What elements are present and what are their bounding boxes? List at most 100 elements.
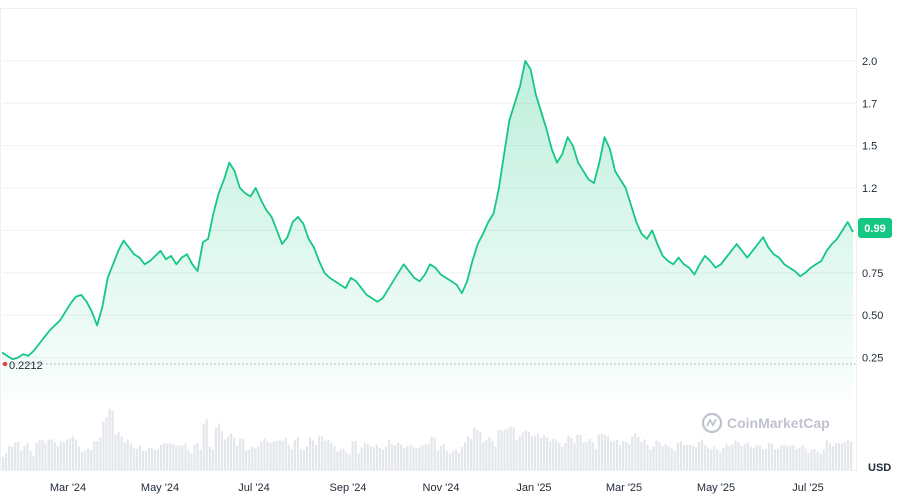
volume-bar: [8, 445, 11, 470]
volume-bar: [160, 445, 163, 470]
volume-bar: [488, 437, 491, 470]
volume-bar: [126, 439, 129, 470]
volume-bar: [305, 446, 309, 470]
volume-bar: [245, 450, 248, 470]
volume-bar: [767, 442, 771, 470]
volume-bar: [451, 451, 454, 470]
volume-bar: [588, 439, 591, 470]
volume-bar: [378, 448, 382, 470]
volume-bar: [163, 443, 166, 470]
volume-bar: [172, 444, 175, 470]
volume-bar: [406, 445, 409, 470]
x-tick-label: May '24: [141, 482, 179, 494]
volume-bar: [318, 436, 321, 470]
volume-bar: [154, 450, 157, 470]
volume-bar: [828, 442, 831, 470]
volume-bar: [123, 442, 126, 470]
volume-bar: [622, 440, 625, 470]
volume-bar: [324, 440, 327, 470]
volume-bar: [427, 444, 430, 470]
volume-bar: [761, 449, 764, 470]
volume-bar: [536, 433, 540, 470]
volume-bar: [29, 451, 32, 470]
volume-bar: [384, 446, 388, 470]
volume-bar: [460, 447, 464, 470]
volume-bar: [169, 443, 172, 470]
volume-bar: [494, 446, 497, 470]
volume-bar: [831, 446, 834, 470]
last-price-tag-text: 0.99: [864, 223, 885, 235]
volume-bar: [369, 446, 372, 470]
volume-bar: [500, 430, 503, 470]
volume-bar: [664, 443, 667, 470]
volume-bar: [822, 449, 825, 470]
volume-bar: [603, 434, 606, 470]
volume-bar: [834, 443, 837, 470]
volume-bar: [512, 427, 515, 470]
volume-bar: [99, 437, 102, 470]
volume-bar: [290, 449, 293, 470]
volume-bar: [652, 446, 655, 470]
volume-bar: [357, 453, 360, 470]
volume-bar: [749, 446, 752, 470]
volume-bar: [360, 447, 363, 470]
volume-bar: [634, 433, 637, 470]
volume-bar: [5, 453, 8, 470]
volume-bar: [202, 423, 205, 470]
volume-bar: [567, 435, 570, 470]
volume-bar: [330, 443, 333, 470]
volume-bar: [302, 450, 306, 470]
volume-bar: [166, 443, 169, 470]
volume-bar: [530, 436, 533, 470]
volume-bar: [105, 417, 108, 470]
volume-bar: [190, 453, 193, 470]
volume-bar: [223, 439, 227, 470]
volume-bar: [743, 443, 746, 470]
volume-bar: [819, 453, 822, 470]
x-axis: Mar '24 May '24 Jul '24 Sep '24 Nov '24 Jan '…: [50, 482, 824, 494]
volume-bar: [87, 448, 90, 470]
volume-bar: [53, 442, 56, 470]
volume-bar: [448, 454, 451, 470]
baseline-label: 0.2212: [9, 360, 43, 372]
price-line: [1, 60, 854, 361]
volume-bar: [804, 448, 807, 470]
volume-bar: [840, 443, 843, 470]
volume-bar: [59, 441, 62, 470]
volume-bar: [293, 439, 296, 470]
volume-bar: [837, 443, 840, 470]
volume-bar: [251, 447, 254, 470]
volume-bar: [397, 442, 400, 470]
volume-bar: [637, 436, 640, 470]
volume-bar: [433, 438, 436, 470]
plot-frame: [0, 8, 857, 471]
volume-bars: [2, 408, 853, 470]
volume-bar: [412, 447, 415, 470]
volume-bar: [214, 427, 217, 470]
volume-bar: [473, 427, 476, 470]
volume-bar: [272, 441, 275, 470]
volume-bar: [688, 444, 692, 470]
volume-bar: [372, 447, 375, 470]
volume-bar: [606, 436, 609, 470]
volume-bar: [570, 438, 573, 470]
volume-bar: [521, 432, 524, 470]
volume-bar: [375, 444, 378, 470]
volume-bar: [807, 453, 810, 470]
volume-bar: [716, 449, 719, 470]
volume-bar: [655, 440, 658, 470]
x-tick-label: May '25: [697, 482, 735, 494]
volume-bar: [527, 431, 530, 470]
volume-bar: [704, 445, 707, 470]
volume-bar: [129, 443, 132, 470]
volume-bar: [26, 443, 29, 470]
volume-bar: [850, 441, 853, 470]
volume-bar: [679, 441, 682, 470]
volume-bar: [102, 421, 105, 470]
volume-bar: [147, 448, 151, 470]
volume-bar: [631, 436, 634, 470]
volume-bar: [400, 444, 403, 470]
volume-bar: [573, 443, 576, 470]
volume-bar: [667, 446, 670, 470]
